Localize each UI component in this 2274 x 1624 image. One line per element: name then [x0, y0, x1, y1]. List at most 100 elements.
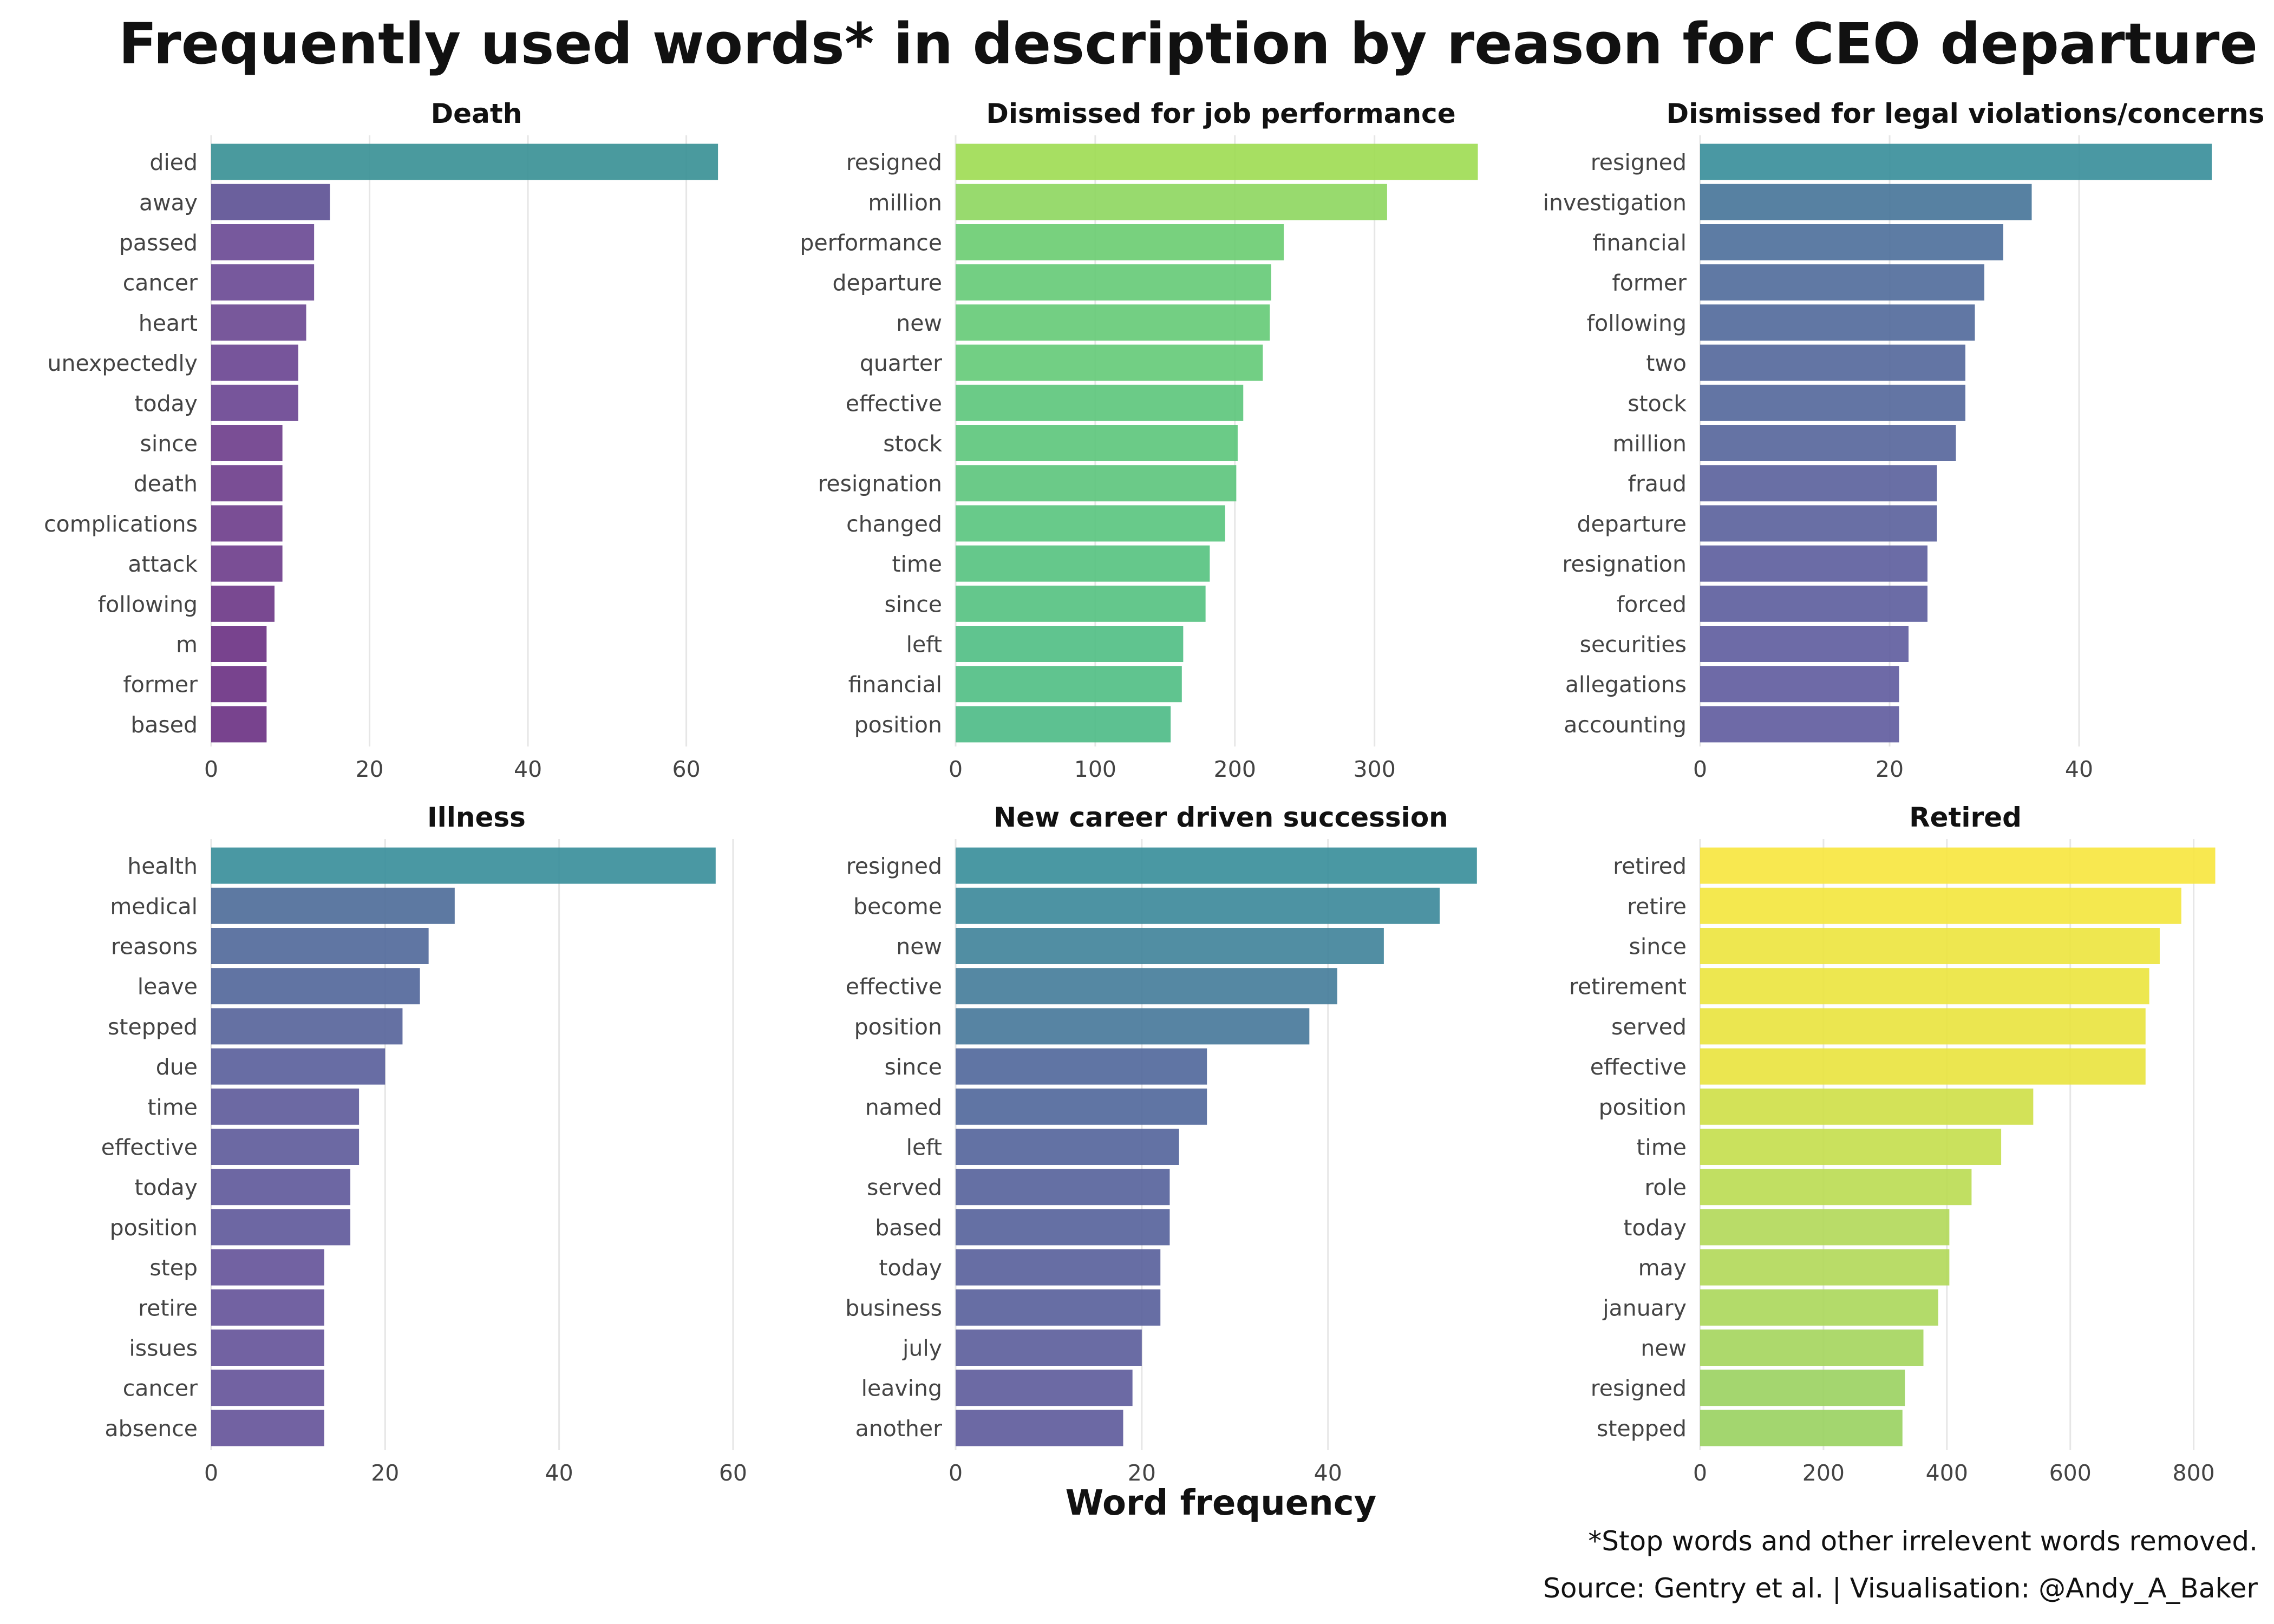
category-label: based — [875, 1215, 942, 1241]
bar — [956, 1048, 1207, 1085]
bar — [956, 1370, 1133, 1406]
tick-label: 0 — [204, 756, 218, 782]
category-label: since — [140, 431, 198, 457]
category-label: step — [149, 1255, 198, 1281]
tick-label: 100 — [1074, 756, 1116, 782]
category-label: since — [884, 1054, 942, 1080]
category-label: quarter — [860, 350, 942, 376]
bar — [956, 545, 1210, 582]
bar — [211, 264, 315, 301]
category-label: departure — [1577, 511, 1687, 537]
bar — [956, 143, 1478, 180]
bar — [1700, 887, 2181, 924]
category-label: health — [127, 853, 198, 879]
category-label: unexpectedly — [47, 350, 198, 376]
category-label: new — [896, 310, 942, 336]
bar — [211, 425, 283, 461]
category-label: since — [1629, 934, 1687, 960]
tick-label: 60 — [719, 1460, 747, 1486]
category-label: resigned — [846, 853, 942, 879]
category-label: stock — [883, 431, 942, 457]
bar — [956, 1129, 1179, 1165]
bar — [1700, 706, 1899, 743]
category-label: forced — [1617, 591, 1687, 617]
category-label: retire — [1627, 893, 1687, 919]
category-label: leave — [138, 974, 198, 1000]
category-label: death — [134, 471, 198, 497]
bar — [211, 1008, 403, 1045]
category-label: following — [1587, 310, 1687, 336]
bar — [956, 706, 1171, 743]
category-label: business — [845, 1295, 942, 1321]
tick-label: 0 — [1693, 1460, 1707, 1486]
bar — [1700, 585, 1927, 622]
bar — [211, 465, 283, 502]
category-label: position — [854, 1014, 942, 1040]
bar — [211, 585, 275, 622]
bar — [956, 1410, 1123, 1446]
bar — [1700, 384, 1965, 421]
category-label: served — [867, 1175, 942, 1201]
panel-title: Dismissed for job performance — [986, 98, 1455, 129]
category-label: died — [149, 149, 198, 175]
category-label: served — [1611, 1014, 1687, 1040]
category-label: m — [176, 632, 198, 658]
category-label: heart — [139, 310, 198, 336]
category-label: passed — [119, 230, 198, 256]
tick-label: 200 — [1802, 1460, 1845, 1486]
chart-title: Frequently used words* in description by… — [118, 11, 2258, 77]
category-label: fraud — [1628, 471, 1687, 497]
category-label: since — [884, 591, 942, 617]
bar — [956, 425, 1238, 461]
bar — [211, 847, 716, 884]
tick-label: 0 — [949, 756, 963, 782]
bar — [1700, 1209, 1950, 1246]
panel-title: New career driven succession — [994, 802, 1448, 833]
category-label: away — [139, 189, 198, 215]
bar — [956, 847, 1477, 884]
category-label: resigned — [1591, 1376, 1687, 1402]
tick-label: 40 — [2065, 756, 2093, 782]
category-label: resigned — [846, 149, 942, 175]
bar — [211, 1088, 360, 1125]
category-label: position — [1599, 1094, 1687, 1120]
category-label: effective — [1590, 1054, 1687, 1080]
bar — [211, 1410, 324, 1446]
category-label: due — [156, 1054, 198, 1080]
category-label: left — [906, 1135, 942, 1161]
tick-label: 0 — [1693, 756, 1707, 782]
category-label: financial — [848, 672, 942, 698]
bar — [1700, 1410, 1903, 1446]
category-label: cancer — [123, 270, 198, 296]
category-label: million — [1612, 431, 1687, 457]
bar — [211, 545, 283, 582]
bar — [1700, 1289, 1938, 1326]
category-label: million — [868, 189, 942, 215]
x-axis-label: Word frequency — [1065, 1483, 1377, 1523]
category-label: time — [147, 1094, 198, 1120]
tick-label: 20 — [1128, 1460, 1156, 1486]
category-label: cancer — [123, 1376, 198, 1402]
bar — [1700, 184, 2032, 220]
bar — [956, 1088, 1207, 1125]
source-credit: Source: Gentry et al. | Visualisation: @… — [1543, 1573, 2258, 1604]
category-label: allegations — [1565, 672, 1687, 698]
bar — [1700, 1370, 1905, 1406]
bar — [1700, 1088, 2034, 1125]
category-label: new — [1641, 1335, 1687, 1361]
category-label: investigation — [1543, 189, 1687, 215]
bar — [956, 585, 1206, 622]
bar — [211, 143, 718, 180]
tick-label: 60 — [672, 756, 701, 782]
bar — [956, 1330, 1142, 1366]
bar — [211, 706, 267, 743]
bar — [956, 1169, 1170, 1206]
bar — [956, 264, 1271, 301]
bar — [956, 666, 1182, 703]
category-label: another — [855, 1416, 942, 1442]
bar — [1700, 425, 1956, 461]
bar — [1700, 344, 1965, 381]
category-label: former — [123, 672, 198, 698]
bar — [1700, 968, 2149, 1005]
category-label: performance — [800, 230, 942, 256]
